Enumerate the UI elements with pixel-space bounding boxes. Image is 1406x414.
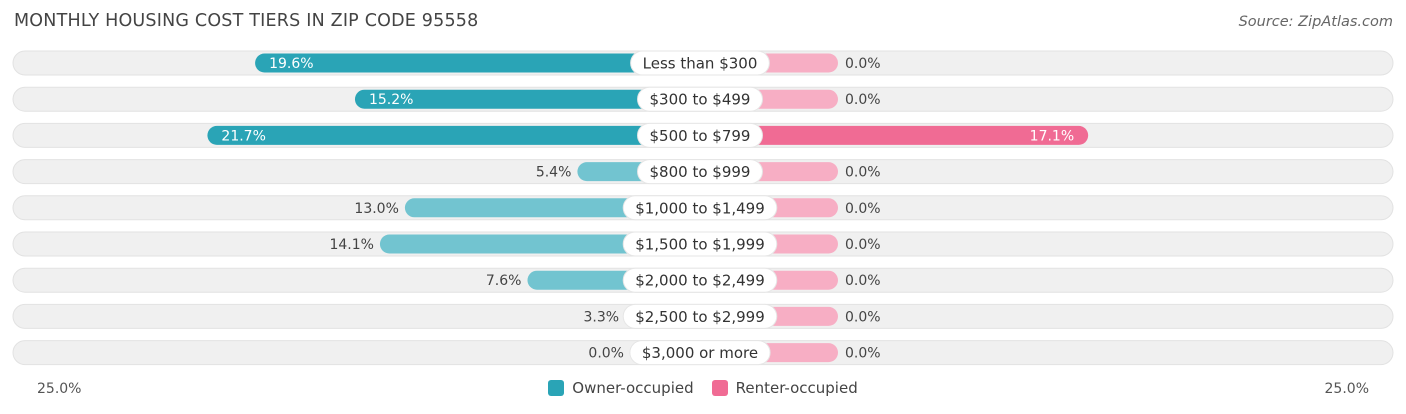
category-label: $2,000 to $2,499 <box>635 272 765 290</box>
category-pill <box>622 195 778 221</box>
renter-value-label: 17.1% <box>1030 128 1074 144</box>
owner-bar <box>207 125 700 145</box>
renter-value-label: 0.0% <box>845 56 881 72</box>
legend-owner-label: Owner-occupied <box>572 379 694 397</box>
renter-value-label: 0.0% <box>845 309 881 325</box>
category-pill <box>630 50 770 76</box>
axis-left-label: 25.0% <box>37 381 82 397</box>
legend: Owner-occupied Renter-occupied <box>0 379 1406 397</box>
category-label: Less than $300 <box>643 55 758 73</box>
category-label: $500 to $799 <box>650 127 751 145</box>
owner-value-label: 14.1% <box>329 237 373 253</box>
owner-value-label: 3.3% <box>584 309 620 325</box>
category-label: $800 to $999 <box>650 163 751 181</box>
renter-bar <box>700 125 1089 145</box>
renter-value-label: 0.0% <box>845 273 881 289</box>
axis-right-label: 25.0% <box>1324 381 1369 397</box>
owner-value-label: 7.6% <box>486 273 522 289</box>
category-label: $300 to $499 <box>650 91 751 109</box>
category-label: $2,500 to $2,999 <box>635 308 765 326</box>
renter-value-label: 0.0% <box>845 237 881 253</box>
renter-value-label: 0.0% <box>845 346 881 362</box>
category-pill <box>629 340 771 366</box>
owner-bar <box>255 53 700 73</box>
category-label: $1,000 to $1,499 <box>635 199 765 217</box>
category-pill <box>622 231 778 257</box>
category-pill <box>622 303 778 329</box>
owner-value-label: 21.7% <box>221 128 265 144</box>
renter-value-label: 0.0% <box>845 201 881 217</box>
owner-bar <box>379 234 700 254</box>
category-label: $1,500 to $1,999 <box>635 236 765 254</box>
owner-value-label: 19.6% <box>269 56 313 72</box>
owner-value-label: 0.0% <box>588 346 624 362</box>
legend-item-owner: Owner-occupied <box>548 379 694 397</box>
owner-swatch <box>548 380 565 396</box>
category-pill <box>637 122 763 148</box>
renter-value-label: 0.0% <box>845 165 881 181</box>
owner-value-label: 13.0% <box>354 201 398 217</box>
category-pill <box>637 159 763 185</box>
chart-title: MONTHLY HOUSING COST TIERS IN ZIP CODE 9… <box>14 11 479 31</box>
owner-bar <box>354 89 700 109</box>
category-pill <box>622 267 778 293</box>
source-note: Source: ZipAtlas.com <box>1238 14 1393 30</box>
renter-value-label: 0.0% <box>845 92 881 108</box>
owner-value-label: 5.4% <box>536 165 572 181</box>
legend-renter-label: Renter-occupied <box>735 379 858 397</box>
owner-value-label: 15.2% <box>369 92 413 108</box>
category-pill <box>637 86 763 112</box>
renter-swatch <box>711 380 728 396</box>
category-label: $3,000 or more <box>642 344 758 362</box>
legend-item-renter: Renter-occupied <box>711 379 858 397</box>
